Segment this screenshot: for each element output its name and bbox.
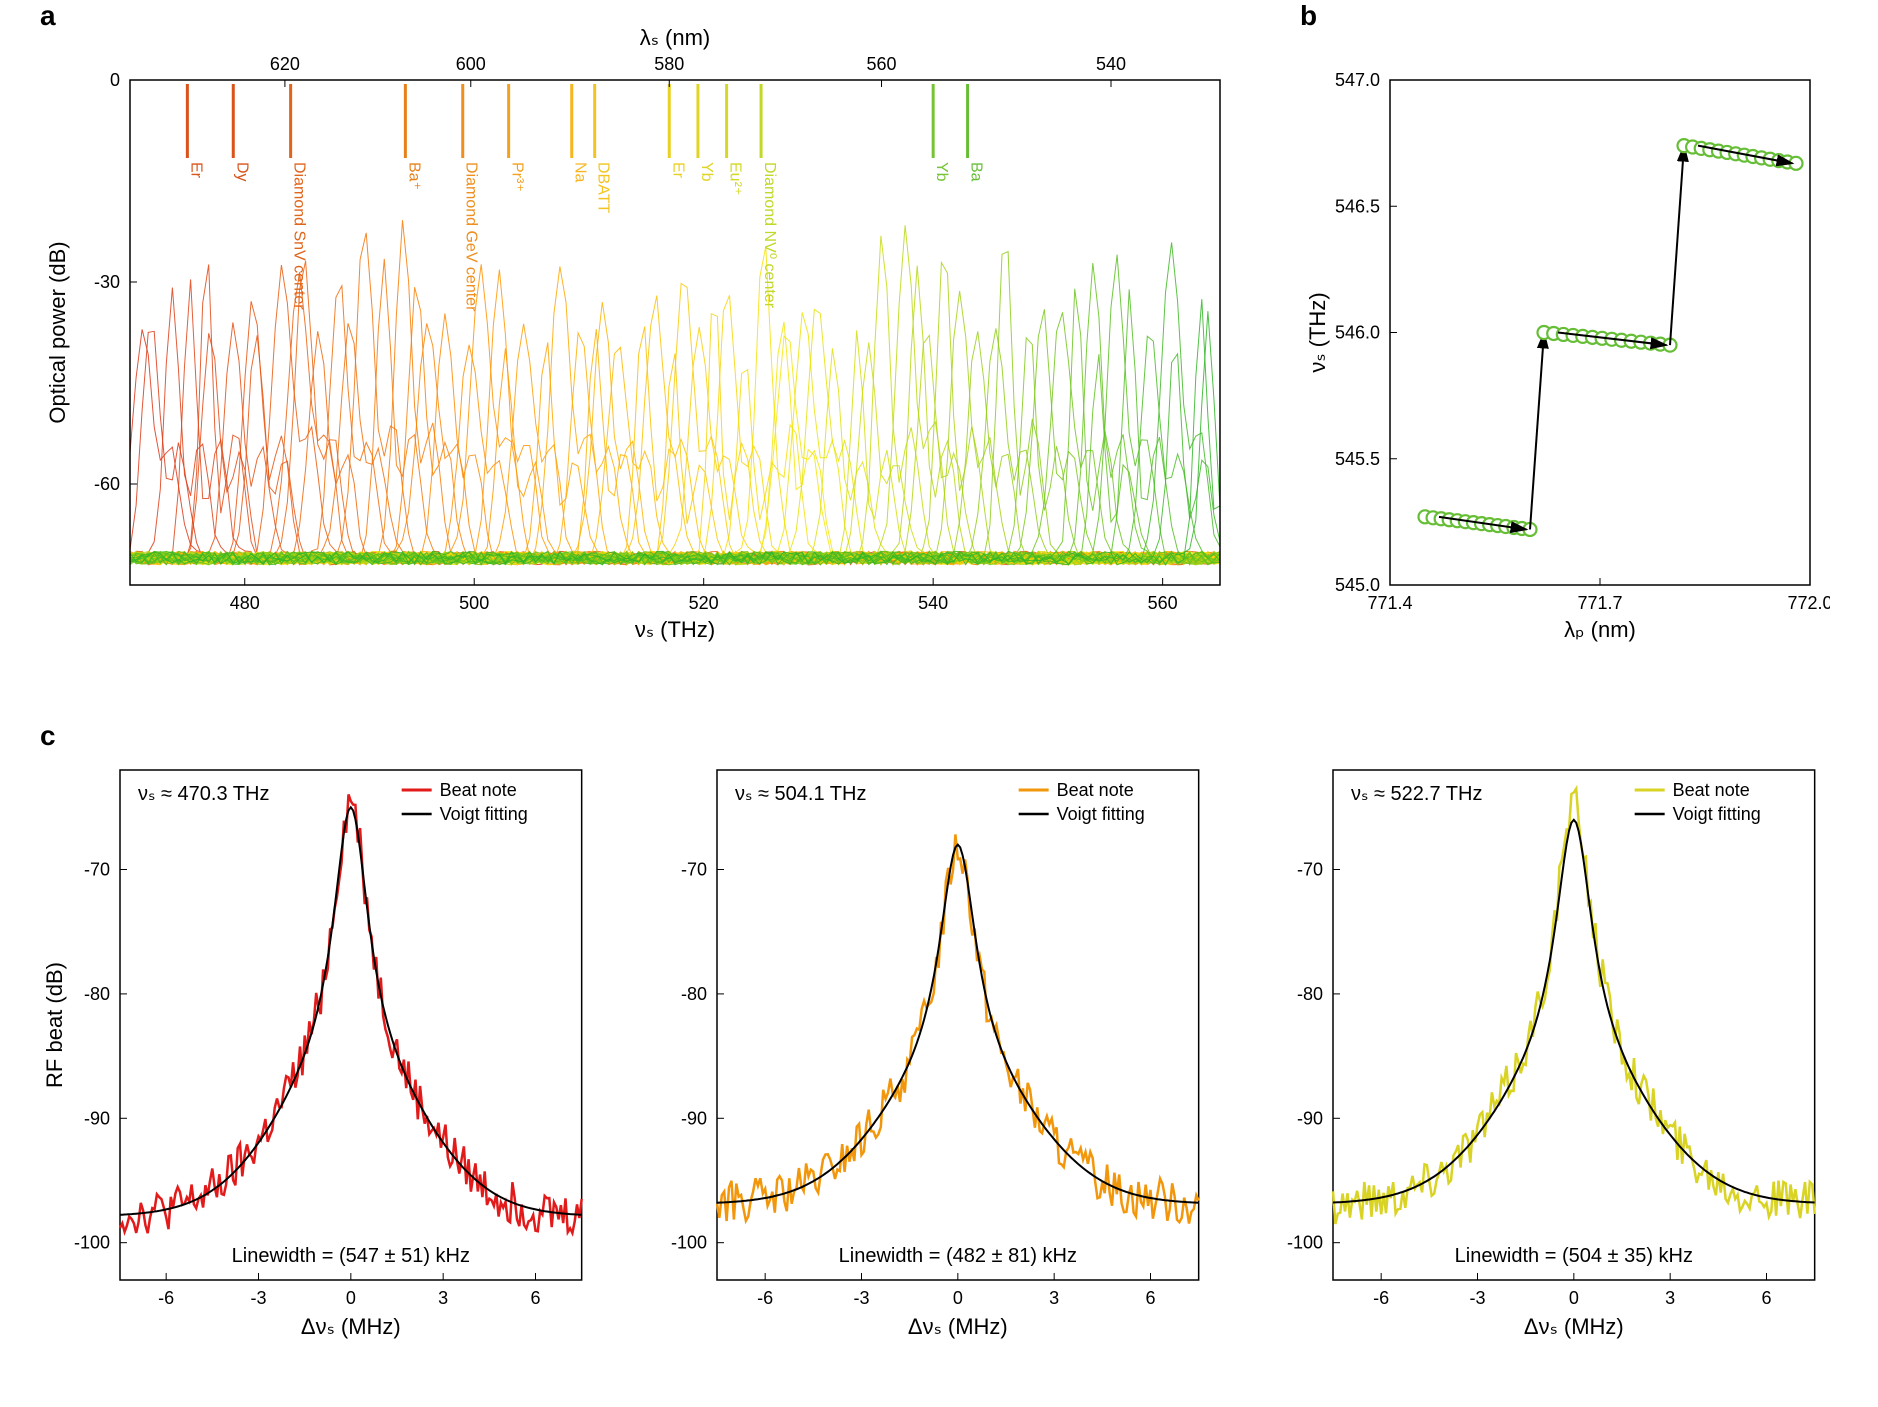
svg-text:6: 6 [1762,1288,1772,1308]
svg-text:-3: -3 [250,1288,266,1308]
svg-text:Voigt fitting: Voigt fitting [440,804,528,824]
svg-text:547.0: 547.0 [1335,70,1380,90]
svg-text:0: 0 [346,1288,356,1308]
svg-text:-6: -6 [158,1288,174,1308]
svg-text:-3: -3 [1470,1288,1486,1308]
svg-text:-90: -90 [681,1108,707,1128]
svg-text:Beat note: Beat note [1673,780,1750,800]
svg-text:-80: -80 [681,984,707,1004]
panel-a: Er Dy Diamond SnV center Ba⁺ Diamond GeV cen… [40,25,1240,645]
svg-text:-70: -70 [84,860,110,880]
svg-text:Δνₛ (MHz): Δνₛ (MHz) [1524,1314,1624,1339]
svg-text:νₛ ≈ 470.3 THz: νₛ ≈ 470.3 THz [138,783,269,805]
svg-text:νₛ (THz): νₛ (THz) [1305,292,1330,372]
svg-text:Voigt fitting: Voigt fitting [1056,804,1144,824]
svg-text:Eu²⁺: Eu²⁺ [727,162,744,195]
svg-text:-6: -6 [1373,1288,1389,1308]
panel-b: 771.4 771.7 772.0 545.0 545.5 546.0 546.5 547.0… [1300,25,1830,645]
svg-text:560: 560 [1148,593,1178,613]
svg-text:λₚ (nm): λₚ (nm) [1564,617,1636,642]
svg-text:6: 6 [1145,1288,1155,1308]
svg-text:DBATT: DBATT [595,162,612,213]
svg-text:-70: -70 [1297,860,1323,880]
svg-text:772.0: 772.0 [1787,593,1830,613]
svg-text:600: 600 [456,54,486,74]
svg-text:Optical power (dB): Optical power (dB) [45,241,70,423]
svg-text:-100: -100 [671,1233,707,1253]
svg-text:Yb: Yb [698,162,715,182]
svg-text:3: 3 [438,1288,448,1308]
svg-text:771.4: 771.4 [1367,593,1412,613]
svg-text:RF beat (dB): RF beat (dB) [42,962,67,1088]
svg-text:Diamond NV⁰ center: Diamond NV⁰ center [761,162,778,309]
svg-text:νₛ ≈ 504.1 THz: νₛ ≈ 504.1 THz [735,783,866,805]
svg-text:Dy: Dy [233,162,250,182]
svg-text:480: 480 [230,593,260,613]
svg-text:545.5: 545.5 [1335,449,1380,469]
svg-text:545.0: 545.0 [1335,575,1380,595]
svg-text:-90: -90 [84,1108,110,1128]
svg-text:-100: -100 [1287,1233,1323,1253]
svg-text:500: 500 [459,593,489,613]
svg-text:0: 0 [110,70,120,90]
svg-text:546.5: 546.5 [1335,196,1380,216]
svg-text:Er: Er [669,162,686,179]
svg-text:540: 540 [918,593,948,613]
svg-text:-80: -80 [84,984,110,1004]
panel-c: -6 -3 0 3 6 -70 -80 -90 -100 Δνₛ (MHz) RF beat (dB… [40,750,1830,1350]
svg-text:Beat note: Beat note [1056,780,1133,800]
svg-text:620: 620 [270,54,300,74]
svg-text:3: 3 [1049,1288,1059,1308]
svg-text:546.0: 546.0 [1335,323,1380,343]
svg-text:-70: -70 [681,860,707,880]
svg-text:Beat note: Beat note [440,780,517,800]
svg-text:Yb: Yb [933,162,950,182]
svg-text:Diamond GeV center: Diamond GeV center [463,162,480,312]
svg-text:6: 6 [530,1288,540,1308]
svg-text:0: 0 [952,1288,962,1308]
figure-container: a ErDyDiamond SnV centerBa⁺Diamond GeV c… [0,0,1878,1407]
svg-text:-6: -6 [757,1288,773,1308]
panel-c-label: c [40,720,56,752]
svg-text:540: 540 [1096,54,1126,74]
svg-text:-80: -80 [1297,984,1323,1004]
svg-text:Na: Na [572,162,589,183]
svg-text:580: 580 [654,54,684,74]
svg-text:Ba⁺: Ba⁺ [405,162,422,190]
svg-text:Voigt fitting: Voigt fitting [1673,804,1761,824]
svg-text:Linewidth = (504 ± 35) kHz: Linewidth = (504 ± 35) kHz [1455,1245,1693,1267]
svg-text:Linewidth = (482 ± 81) kHz: Linewidth = (482 ± 81) kHz [838,1245,1076,1267]
svg-text:771.7: 771.7 [1577,593,1622,613]
svg-text:Linewidth = (547 ± 51) kHz: Linewidth = (547 ± 51) kHz [232,1245,470,1267]
svg-text:νₛ ≈ 522.7 THz: νₛ ≈ 522.7 THz [1351,783,1482,805]
svg-text:νₛ (THz): νₛ (THz) [635,617,715,642]
svg-text:-60: -60 [94,474,120,494]
svg-text:-30: -30 [94,272,120,292]
svg-text:3: 3 [1665,1288,1675,1308]
svg-text:-90: -90 [1297,1108,1323,1128]
svg-text:Diamond SnV center: Diamond SnV center [291,162,308,310]
svg-text:560: 560 [867,54,897,74]
svg-text:520: 520 [689,593,719,613]
svg-text:Δνₛ (MHz): Δνₛ (MHz) [301,1314,401,1339]
svg-text:Δνₛ (MHz): Δνₛ (MHz) [908,1314,1008,1339]
svg-text:-100: -100 [74,1233,110,1253]
svg-text:Ba: Ba [968,162,985,182]
svg-text:Er: Er [187,162,204,179]
svg-text:λₛ (nm): λₛ (nm) [640,25,711,50]
svg-text:-3: -3 [853,1288,869,1308]
svg-text:0: 0 [1569,1288,1579,1308]
svg-text:Pr³⁺: Pr³⁺ [509,162,526,192]
